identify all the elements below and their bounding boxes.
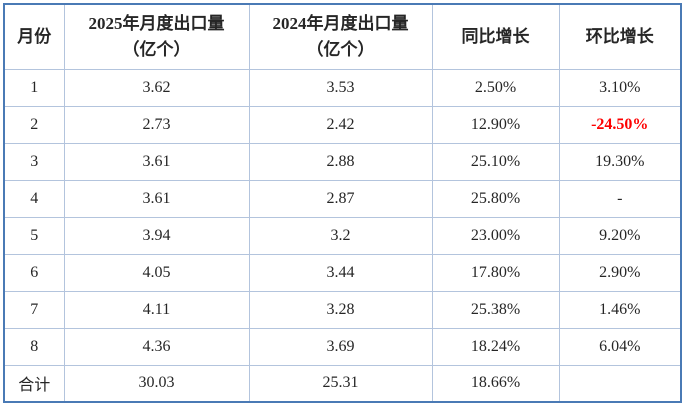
cell-2024-volume-total: 25.31 (248, 364, 433, 403)
cell-yoy-growth: 2.50% (431, 68, 560, 107)
cell-yoy-growth: 25.38% (431, 290, 560, 329)
cell-month: 1 (3, 68, 65, 107)
header-2025-line2: （亿个） (122, 39, 191, 59)
cell-2024-volume: 3.2 (248, 216, 433, 255)
header-2024-volume: 2024年月度出口量 （亿个） (248, 3, 433, 70)
cell-yoy-growth: 23.00% (431, 216, 560, 255)
cell-month: 5 (3, 216, 65, 255)
table-row: 7 4.11 3.28 25.38% 1.46% (3, 290, 682, 329)
cell-month: 3 (3, 142, 65, 181)
cell-month: 4 (3, 179, 65, 218)
cell-2024-volume: 2.87 (248, 179, 433, 218)
cell-2025-volume: 3.61 (63, 179, 250, 218)
cell-2025-volume: 4.11 (63, 290, 250, 329)
cell-month: 6 (3, 253, 65, 292)
cell-mom-growth: 1.46% (558, 290, 682, 329)
table-row: 6 4.05 3.44 17.80% 2.90% (3, 253, 682, 292)
cell-mom-growth: 19.30% (558, 142, 682, 181)
header-yoy-growth: 同比增长 (431, 3, 560, 70)
cell-yoy-growth: 17.80% (431, 253, 560, 292)
cell-2025-volume: 3.61 (63, 142, 250, 181)
monthly-export-table: 月份 2025年月度出口量 （亿个） 2024年月度出口量 （亿个） 同比增长 … (3, 3, 682, 403)
cell-mom-growth: 9.20% (558, 216, 682, 255)
header-2024-line2: （亿个） (306, 39, 375, 59)
cell-mom-growth-total (558, 364, 682, 403)
table-row-total: 合计 30.03 25.31 18.66% (3, 364, 682, 403)
cell-2025-volume: 4.05 (63, 253, 250, 292)
header-mom-growth: 环比增长 (558, 3, 682, 70)
cell-2024-volume: 3.69 (248, 327, 433, 366)
cell-2025-volume: 4.36 (63, 327, 250, 366)
table-row: 2 2.73 2.42 12.90% -24.50% (3, 105, 682, 144)
table-body: 1 3.62 3.53 2.50% 3.10% 2 2.73 2.42 12.9… (3, 68, 682, 403)
cell-2025-volume: 3.94 (63, 216, 250, 255)
cell-2024-volume: 3.44 (248, 253, 433, 292)
table-row: 4 3.61 2.87 25.80% - (3, 179, 682, 218)
table-header: 月份 2025年月度出口量 （亿个） 2024年月度出口量 （亿个） 同比增长 … (3, 3, 682, 70)
cell-yoy-growth: 12.90% (431, 105, 560, 144)
header-2025-line1: 2025年月度出口量 (88, 14, 225, 34)
table-row: 3 3.61 2.88 25.10% 19.30% (3, 142, 682, 181)
cell-mom-growth-negative: -24.50% (558, 105, 682, 144)
cell-2024-volume: 3.28 (248, 290, 433, 329)
cell-yoy-growth-total: 18.66% (431, 364, 560, 403)
cell-month: 7 (3, 290, 65, 329)
cell-month-total: 合计 (3, 364, 65, 403)
cell-2024-volume: 3.53 (248, 68, 433, 107)
cell-2025-volume: 3.62 (63, 68, 250, 107)
cell-mom-growth: 2.90% (558, 253, 682, 292)
cell-yoy-growth: 18.24% (431, 327, 560, 366)
cell-2024-volume: 2.42 (248, 105, 433, 144)
cell-yoy-growth: 25.10% (431, 142, 560, 181)
cell-2025-volume: 2.73 (63, 105, 250, 144)
cell-month: 8 (3, 327, 65, 366)
header-month: 月份 (3, 3, 65, 70)
cell-mom-growth: - (558, 179, 682, 218)
cell-month: 2 (3, 105, 65, 144)
header-2025-volume: 2025年月度出口量 （亿个） (63, 3, 250, 70)
cell-mom-growth: 3.10% (558, 68, 682, 107)
table-wrap: 月份 2025年月度出口量 （亿个） 2024年月度出口量 （亿个） 同比增长 … (3, 3, 682, 403)
table-row: 1 3.62 3.53 2.50% 3.10% (3, 68, 682, 107)
cell-2024-volume: 2.88 (248, 142, 433, 181)
table-row: 8 4.36 3.69 18.24% 6.04% (3, 327, 682, 366)
cell-mom-growth: 6.04% (558, 327, 682, 366)
header-row: 月份 2025年月度出口量 （亿个） 2024年月度出口量 （亿个） 同比增长 … (3, 3, 682, 70)
header-2024-line1: 2024年月度出口量 (272, 14, 409, 34)
table-row: 5 3.94 3.2 23.00% 9.20% (3, 216, 682, 255)
cell-yoy-growth: 25.80% (431, 179, 560, 218)
cell-2025-volume-total: 30.03 (63, 364, 250, 403)
